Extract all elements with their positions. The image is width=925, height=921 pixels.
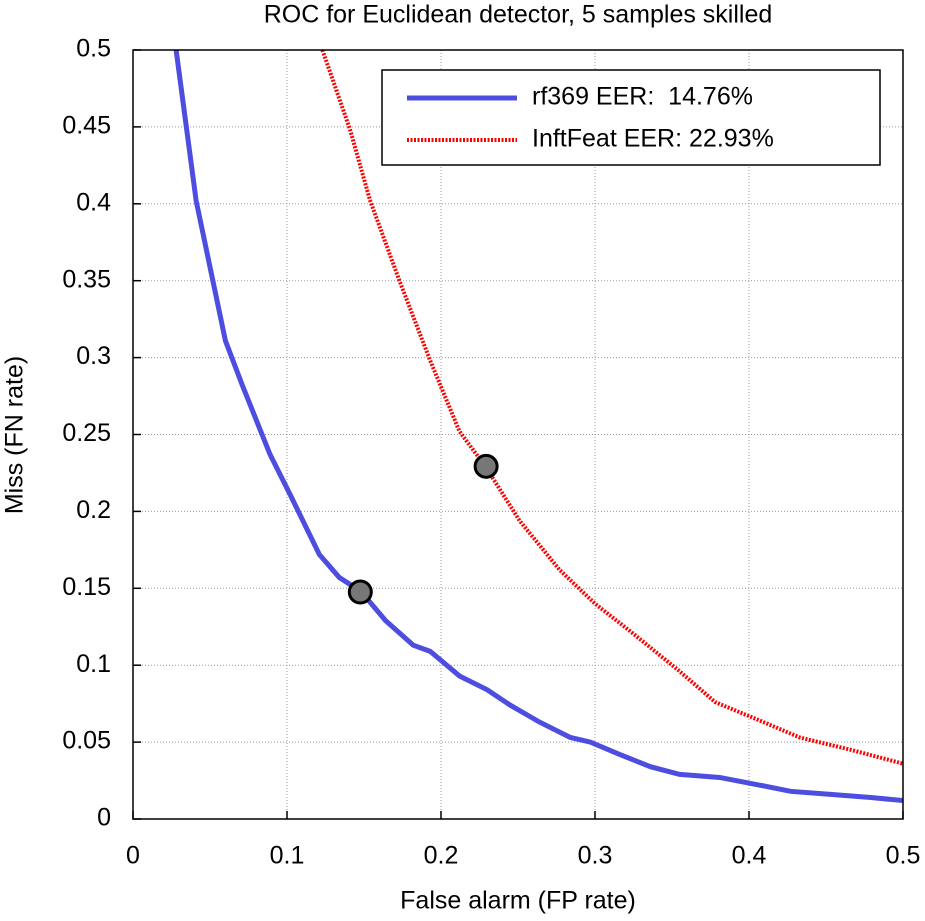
plot-frame xyxy=(132,49,904,820)
y-tick-label: 0.35 xyxy=(62,265,111,293)
y-tick-label: 0.05 xyxy=(62,727,111,755)
y-tick-label: 0.1 xyxy=(76,650,111,678)
legend-box xyxy=(381,69,881,166)
y-axis-label: Miss (FN rate) xyxy=(1,356,29,514)
series-line xyxy=(173,50,903,804)
eer-point xyxy=(473,453,499,479)
y-tick-label: 0.4 xyxy=(76,188,111,216)
y-tick-label: 0.5 xyxy=(76,35,111,63)
y-tick-label: 0.15 xyxy=(62,573,111,601)
y-tick-label: 0 xyxy=(97,804,111,832)
y-tick-label: 0.45 xyxy=(62,112,111,140)
x-tick-label: 0.5 xyxy=(886,842,921,870)
series-line xyxy=(320,50,903,766)
y-tick-label: 0.2 xyxy=(76,496,111,524)
x-tick-label: 0.4 xyxy=(732,842,767,870)
y-tick-label: 0.25 xyxy=(62,419,111,447)
x-tick-label: 0 xyxy=(126,842,140,870)
x-tick-label: 0.3 xyxy=(578,842,613,870)
eer-point xyxy=(347,579,373,605)
legend-label: InftFeat EER: 22.93% xyxy=(532,125,774,153)
x-tick-label: 0.2 xyxy=(424,842,459,870)
legend-label: rf369 EER: 14.76% xyxy=(532,83,753,111)
y-tick-label: 0.3 xyxy=(76,342,111,370)
x-tick-label: 0.1 xyxy=(270,842,305,870)
x-axis-label: False alarm (FP rate) xyxy=(400,887,636,915)
chart-title: ROC for Euclidean detector, 5 samples sk… xyxy=(264,1,773,29)
